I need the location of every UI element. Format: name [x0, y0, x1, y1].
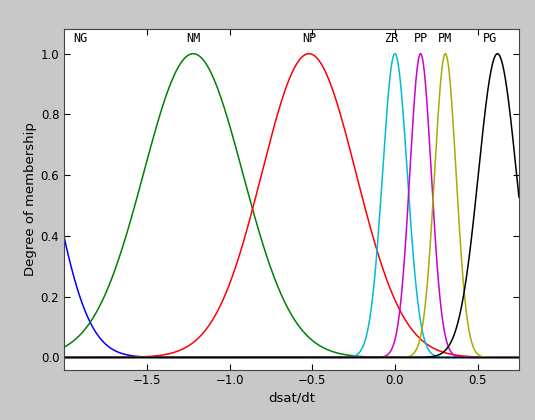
Text: ZR: ZR [385, 32, 399, 45]
X-axis label: dsat/dt: dsat/dt [268, 391, 315, 404]
Text: PP: PP [414, 32, 427, 45]
Y-axis label: Degree of membership: Degree of membership [24, 123, 36, 276]
Text: NG: NG [74, 32, 88, 45]
Text: PM: PM [438, 32, 453, 45]
Text: PG: PG [483, 32, 497, 45]
Text: NP: NP [302, 32, 316, 45]
Text: NM: NM [186, 32, 200, 45]
